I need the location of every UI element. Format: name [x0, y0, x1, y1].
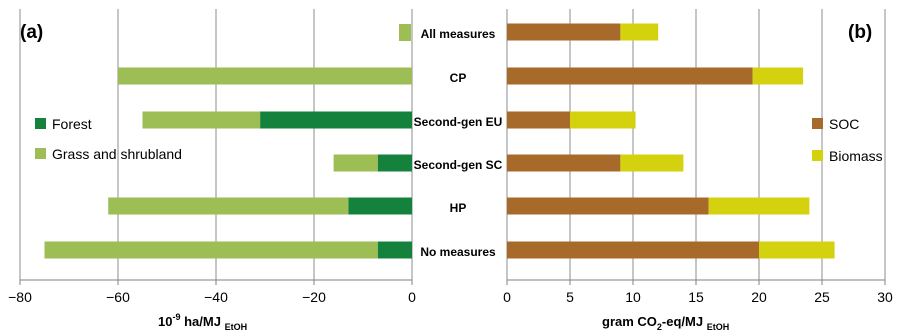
bar-grass-and-shrubland-second-gen-sc — [333, 154, 378, 172]
tick-label: 25 — [814, 289, 830, 305]
bar-grass-and-shrubland-no-measures — [44, 241, 378, 259]
legend-swatch-forest — [35, 118, 46, 129]
category-label-second-gen-sc: Second-gen SC — [414, 158, 503, 172]
all-measures-marker — [399, 24, 411, 41]
category-labels: All measures CP Second-gen EU Second-gen SC… — [414, 27, 503, 259]
bar-forest-no-measures — [377, 241, 412, 259]
panel-b-legend: SOC Biomass — [812, 116, 883, 164]
panel-a-x-axis-title: 10-9 ha/MJ EtOH — [158, 312, 247, 331]
bar-grass-and-shrubland-hp — [108, 197, 349, 215]
legend-label-soc: SOC — [829, 116, 859, 132]
panel-a-tick-labels: −80 −60 −40 −20 0 — [8, 289, 416, 305]
bar-forest-second-gen-eu — [260, 111, 412, 129]
tick-label: 0 — [408, 289, 416, 305]
bar-biomass-no-measures — [759, 241, 835, 259]
tick-label: 15 — [688, 289, 704, 305]
bar-forest-second-gen-sc — [377, 154, 412, 172]
bar-biomass-second-gen-sc — [620, 154, 684, 172]
category-label-second-gen-eu: Second-gen EU — [414, 115, 503, 129]
bar-soc-cp — [507, 67, 753, 85]
panel-a-label: (a) — [20, 22, 43, 43]
legend-swatch-biomass — [812, 150, 823, 161]
panel-a-chart: −80 −60 −40 −20 0 (a) Forest Grass and shrub… — [8, 9, 416, 331]
tick-label: 30 — [877, 289, 893, 305]
bar-soc-no-measures — [507, 241, 759, 259]
panel-b-bars — [507, 23, 835, 259]
panel-b-tick-labels: 0 5 10 15 20 25 30 — [503, 289, 893, 305]
legend-swatch-soc — [812, 118, 823, 129]
bar-biomass-second-gen-eu — [570, 111, 636, 129]
bar-soc-second-gen-eu — [507, 111, 570, 129]
bar-soc-second-gen-sc — [507, 154, 621, 172]
category-label-cp: CP — [450, 71, 467, 85]
tick-label: −80 — [8, 289, 32, 305]
tick-label: −60 — [106, 289, 130, 305]
tick-label: 0 — [503, 289, 511, 305]
category-label-all-measures: All measures — [421, 27, 496, 41]
panel-a-bars — [44, 67, 412, 259]
bar-soc-all-measures — [507, 23, 621, 41]
bar-biomass-hp — [708, 197, 810, 215]
panel-b-label: (b) — [848, 22, 872, 43]
bar-grass-and-shrubland-cp — [118, 67, 412, 85]
panel-b-gridlines — [506, 9, 886, 285]
tick-label: 10 — [625, 289, 641, 305]
legend-label-biomass: Biomass — [829, 148, 883, 164]
bar-grass-and-shrubland-second-gen-eu — [142, 111, 261, 129]
bar-forest-hp — [348, 197, 412, 215]
panel-b-chart: 0 5 10 15 20 25 30 (b) SOC Biomass gram CO2-eq… — [503, 9, 893, 331]
category-label-no-measures: No measures — [420, 245, 496, 259]
tick-label: −20 — [302, 289, 326, 305]
panel-b-x-axis-title: gram CO2-eq/MJ EtOH — [602, 314, 729, 331]
tick-label: 5 — [566, 289, 574, 305]
bar-biomass-cp — [752, 67, 804, 85]
bar-biomass-all-measures — [620, 23, 659, 41]
bar-soc-hp — [507, 197, 709, 215]
tick-label: 20 — [751, 289, 767, 305]
legend-swatch-grass-shrubland — [35, 148, 46, 159]
legend-label-grass-shrubland: Grass and shrubland — [52, 146, 182, 162]
panel-a-gridlines — [19, 9, 413, 285]
legend-label-forest: Forest — [52, 116, 92, 132]
tick-label: −40 — [204, 289, 228, 305]
category-label-hp: HP — [450, 201, 467, 215]
panel-a-legend: Forest Grass and shrubland — [35, 116, 182, 162]
